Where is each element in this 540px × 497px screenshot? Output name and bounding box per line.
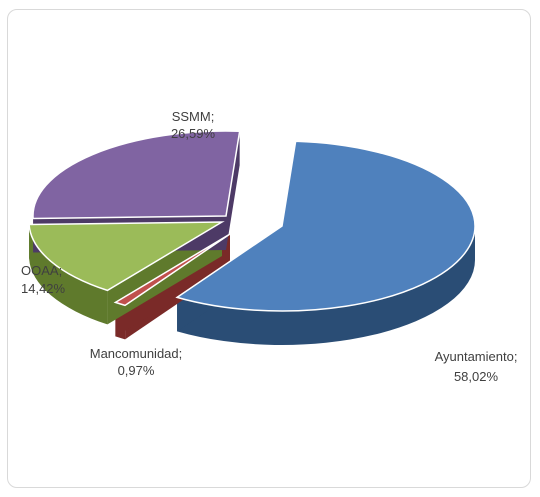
slice-edge-ssmm (226, 131, 240, 250)
pie-tops (28, 130, 476, 312)
slice-side-ayuntamiento (177, 226, 475, 346)
slice-label-value-ayuntamiento: 58,02% (454, 369, 499, 384)
slice-ssmm (32, 130, 241, 220)
slice-ayuntamiento (175, 140, 476, 312)
slice-label-name-mancomunidad: Mancomunidad; (90, 346, 183, 361)
slice-mancomunidad (113, 233, 231, 307)
slice-label-name-ayuntamiento: Ayuntamiento; (435, 349, 518, 364)
slice-label-name-ssmm: SSMM; (172, 109, 215, 124)
slice-label-value-mancomunidad: 0,97% (118, 363, 155, 378)
slice-side-ooaa (29, 224, 108, 325)
slice-label-name-ooaa: OOAA; (21, 263, 62, 278)
slice-label-value-ooaa: 14,42% (21, 281, 66, 296)
slice-label-value-ssmm: 26,59% (171, 126, 216, 141)
slice-ooaa (28, 221, 225, 292)
